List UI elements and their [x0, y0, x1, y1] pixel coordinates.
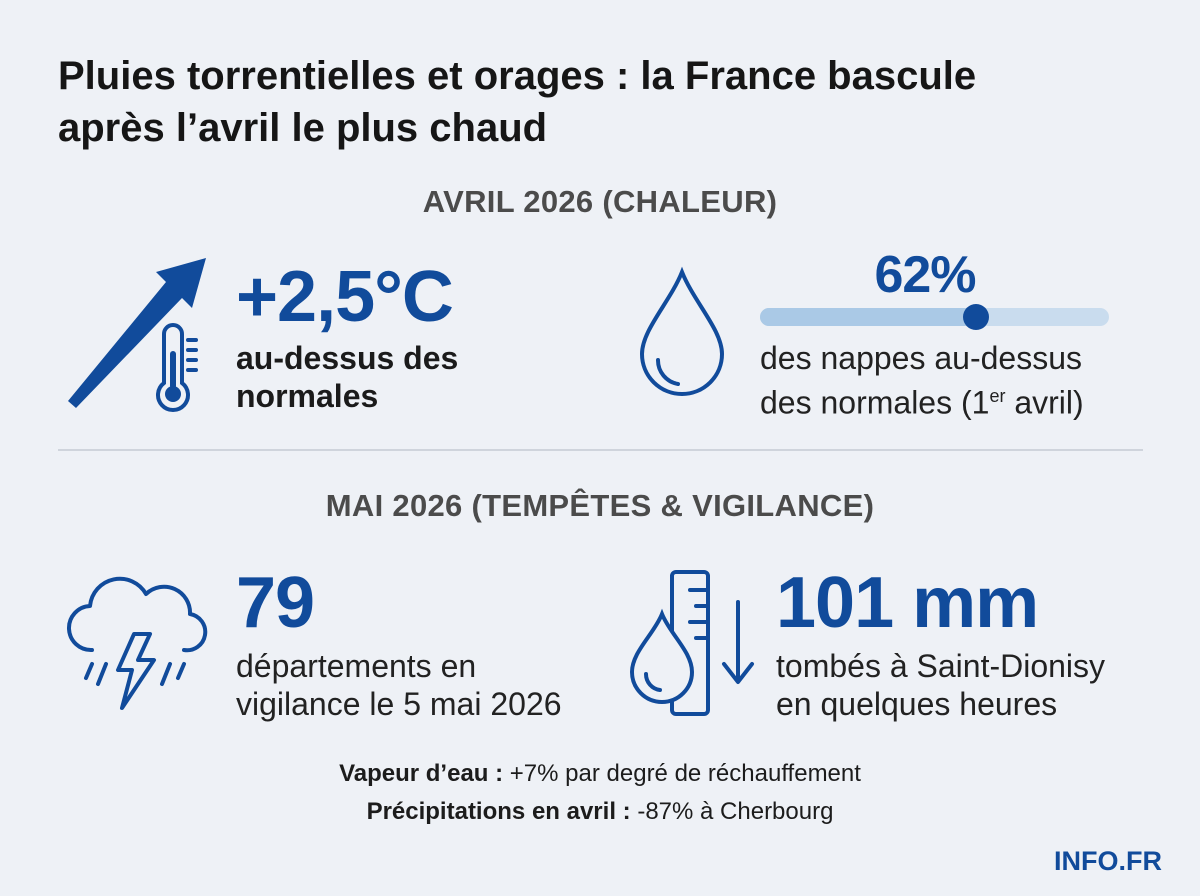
departments-desc-line1: départements en	[236, 648, 477, 684]
aquifers-desc-line2: des normales (1er avril)	[760, 384, 1084, 421]
note-april-precipitation: Précipitations en avril : -87% à Cherbou…	[366, 798, 834, 825]
section-heading-april: AVRIL 2026 (CHALEUR)	[422, 184, 778, 219]
temperature-anomaly-value: +2,5°C	[236, 257, 454, 337]
rainfall-amount-value: 101 mm	[776, 563, 1039, 643]
rainfall-desc-line2: en quelques heures	[776, 686, 1058, 722]
section-divider	[58, 449, 1143, 451]
aquifers-percent-value: 62%	[874, 246, 976, 304]
aquifers-progress-knob	[963, 304, 989, 330]
water-drop-icon	[639, 266, 725, 396]
rainfall-desc-line1: tombés à Saint-Dionisy	[776, 648, 1106, 684]
rain-gauge-icon	[629, 570, 754, 716]
superscript-er: er	[989, 386, 1006, 406]
storm-cloud-icon	[67, 576, 208, 710]
departments-count-value: 79	[236, 563, 315, 643]
section-heading-may: MAI 2026 (TEMPÊTES & VIGILANCE)	[325, 488, 875, 523]
aquifers-progress-fill	[760, 308, 976, 326]
page-title: Pluies torrentielles et orages : la Fran…	[58, 54, 977, 150]
brand-logo: INFO.FR	[1054, 846, 1162, 876]
departments-desc-line2: vigilance le 5 mai 2026	[236, 686, 562, 722]
trend-up-thermometer-icon	[68, 258, 206, 412]
temperature-desc-line2: normales	[236, 378, 379, 414]
temperature-desc-line1: au-dessus des	[236, 340, 459, 376]
note-water-vapour: Vapeur d’eau : +7% par degré de réchauff…	[339, 760, 861, 787]
aquifers-desc-line1: des nappes au-dessus	[760, 340, 1082, 376]
